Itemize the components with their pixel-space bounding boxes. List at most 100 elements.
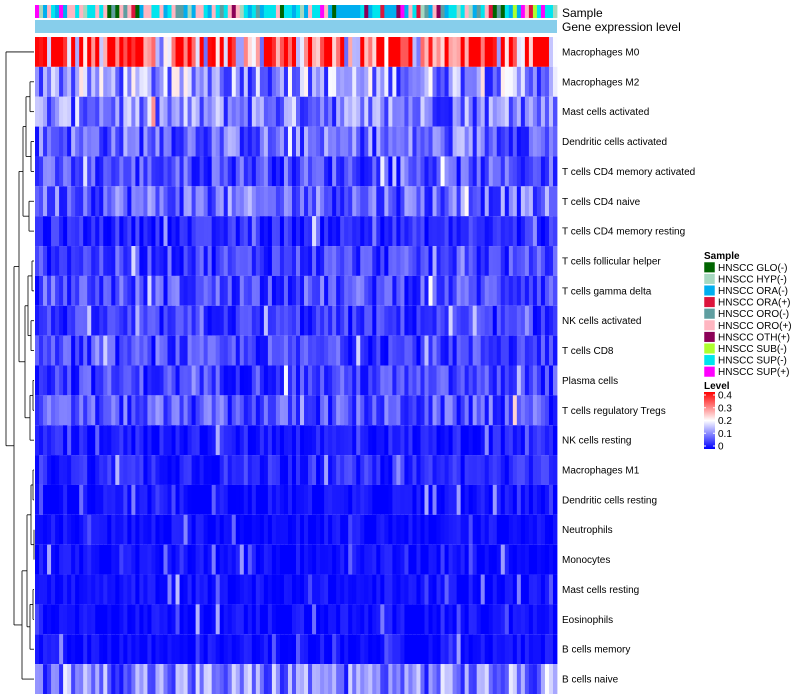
heatmap-cell (111, 514, 116, 545)
heatmap-cell (183, 574, 188, 605)
heatmap-cell (275, 395, 281, 426)
heatmap-cell (183, 126, 188, 157)
heatmap-cell (300, 425, 305, 456)
heatmap-cell (207, 246, 213, 276)
heatmap-cell (227, 425, 233, 456)
heatmap-cell (55, 544, 60, 575)
heatmap-cell (388, 634, 393, 665)
heatmap-cell (532, 574, 538, 605)
heatmap-cell (163, 246, 168, 276)
heatmap-cell (476, 395, 482, 426)
sample-annotation-cell (472, 5, 478, 18)
heatmap-cell (103, 275, 108, 306)
heatmap-cell (308, 664, 313, 694)
sample-annotation-cell (312, 5, 317, 18)
heatmap-cell (219, 126, 225, 157)
sample-annotation-cell (364, 5, 369, 18)
heatmap-cell (107, 335, 112, 366)
heatmap-cell (444, 335, 449, 366)
heatmap-cell (420, 186, 425, 217)
sample-annotation-cell (71, 5, 76, 18)
heatmap-cell (207, 634, 213, 665)
heatmap-cell (239, 455, 245, 485)
heatmap-cell (35, 604, 40, 635)
sample-annotation-cell (67, 5, 72, 18)
heatmap-cell (123, 664, 128, 694)
heatmap-cell (500, 156, 506, 187)
heatmap-cell (476, 514, 482, 545)
heatmap-cell (199, 275, 205, 306)
heatmap-cell (259, 305, 265, 336)
heatmap-cell (372, 514, 377, 545)
heatmap-cell (340, 604, 345, 635)
heatmap-cell (340, 574, 345, 605)
heatmap-cell (51, 335, 56, 366)
heatmap-cell (472, 126, 478, 157)
heatmap-cell (91, 395, 96, 426)
heatmap-cell (215, 484, 221, 515)
heatmap-cell (103, 574, 108, 605)
heatmap-cell (223, 246, 229, 276)
heatmap-cell (191, 514, 197, 545)
heatmap-cell (368, 96, 373, 127)
heatmap-cell (372, 66, 377, 97)
heatmap-cell (504, 96, 510, 127)
heatmap-cell (340, 664, 345, 694)
heatmap-cell (215, 544, 221, 575)
heatmap-cell (207, 186, 213, 217)
heatmap-cell (131, 544, 136, 575)
heatmap-cell (312, 66, 317, 97)
heatmap-cell (163, 634, 168, 665)
heatmap-cell (500, 425, 506, 456)
heatmap-cell (368, 126, 373, 157)
heatmap-cell (51, 275, 56, 306)
heatmap-cell (348, 66, 353, 97)
heatmap-cell (267, 156, 273, 187)
heatmap-cell (388, 484, 393, 515)
heatmap-cell (119, 574, 124, 605)
heatmap-cell (528, 246, 534, 276)
heatmap-cell (135, 634, 140, 665)
heatmap-cell (492, 66, 498, 97)
heatmap-cell (131, 275, 136, 306)
heatmap-cell (552, 514, 558, 545)
heatmap-cell (512, 305, 518, 336)
heatmap-cell (300, 574, 305, 605)
sample-annotation-cell (127, 5, 132, 18)
heatmap-cell (247, 365, 253, 396)
heatmap-cell (63, 186, 68, 217)
heatmap-cell (380, 186, 385, 217)
heatmap-cell (504, 186, 510, 217)
heatmap-cell (356, 664, 361, 694)
heatmap-cell (456, 425, 462, 456)
heatmap-cell (540, 246, 546, 276)
heatmap-cell (179, 216, 184, 247)
heatmap-cell (251, 395, 257, 426)
heatmap-cell (412, 455, 417, 485)
heatmap-cell (444, 604, 449, 635)
heatmap-cell (187, 186, 192, 217)
heatmap-cell (79, 484, 84, 515)
sample-annotation-cell (119, 5, 124, 18)
heatmap-cell (412, 574, 417, 605)
heatmap-cell (332, 574, 337, 605)
heatmap-cell (131, 246, 136, 276)
heatmap-cell (464, 126, 470, 157)
heatmap-cell (243, 455, 249, 485)
heatmap-cell (167, 305, 172, 336)
heatmap-cell (99, 664, 104, 694)
heatmap-cell (203, 484, 209, 515)
heatmap-row (35, 186, 558, 217)
sample-annotation-cell (215, 5, 221, 18)
heatmap-cell (484, 484, 490, 515)
heatmap-cell (404, 544, 409, 575)
heatmap-cell (199, 455, 205, 485)
heatmap-cell (376, 544, 381, 575)
sample-annotation-cell (47, 5, 52, 18)
heatmap-cell (71, 335, 76, 366)
heatmap-cell (364, 664, 369, 694)
heatmap-cell (199, 514, 205, 545)
heatmap-cell (139, 305, 144, 336)
sample-annotation-cell (320, 5, 325, 18)
heatmap-cell (384, 455, 389, 485)
